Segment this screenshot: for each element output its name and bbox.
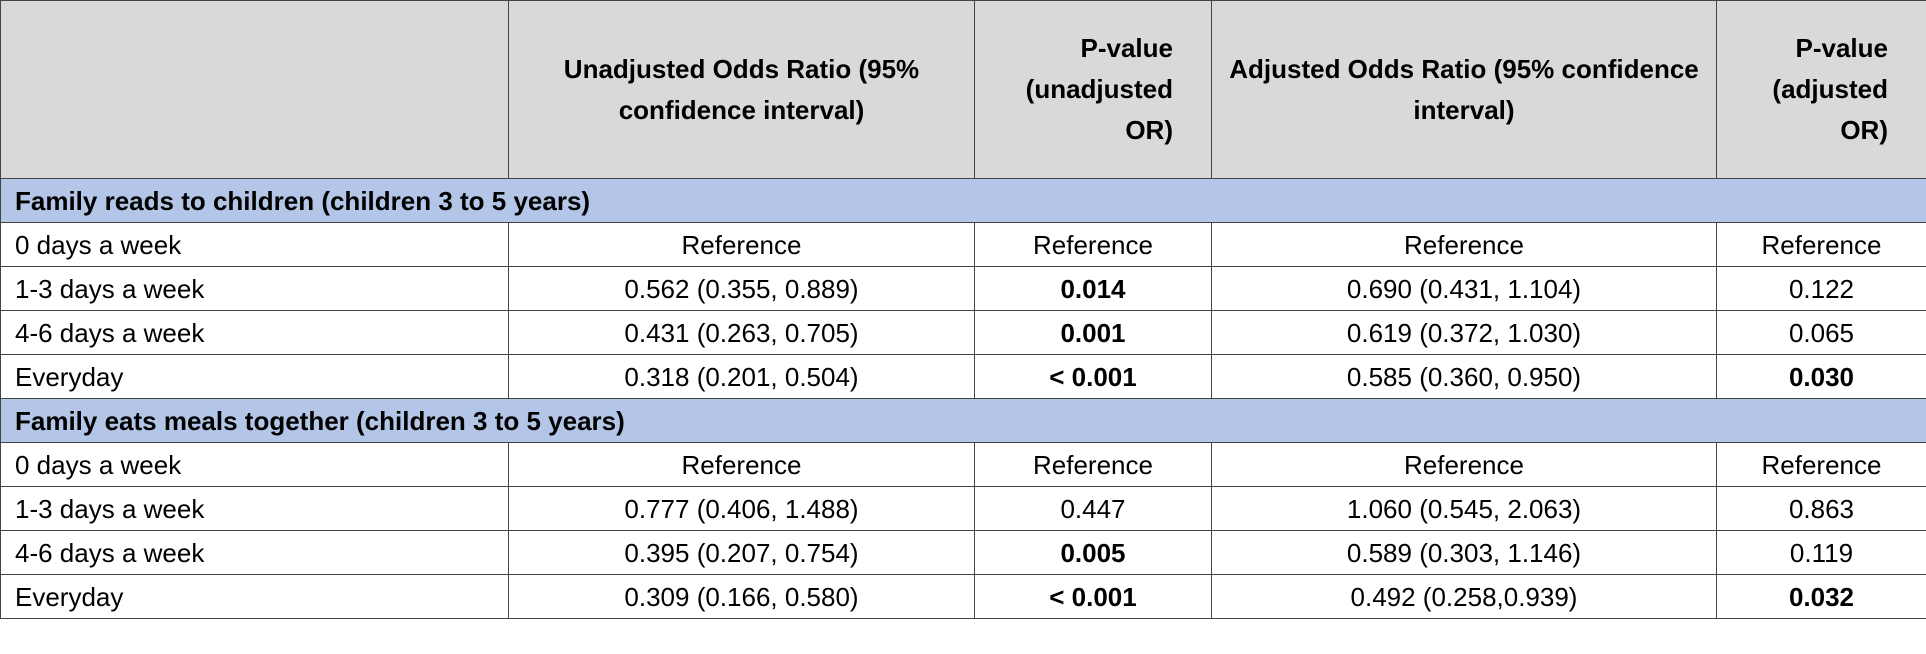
p-value-unadjusted-cell: Reference	[974, 222, 1212, 267]
adjusted-or-cell: Reference	[1211, 442, 1717, 487]
p-value-adjusted-cell: 0.065	[1716, 310, 1926, 355]
table-row: 1-3 days a week 0.777 (0.406, 1.488) 0.447…	[0, 486, 1926, 531]
section-title: Family eats meals together (children 3 t…	[0, 398, 1926, 443]
p-value-unadjusted-cell: Reference	[974, 442, 1212, 487]
section-title: Family reads to children (children 3 to …	[0, 178, 1926, 223]
header-cell-unadjusted-or: Unadjusted Odds Ratio (95% confidence in…	[508, 0, 975, 179]
table-row: Everyday 0.318 (0.201, 0.504) < 0.001 0.585…	[0, 354, 1926, 399]
row-label-cell: 0 days a week	[0, 222, 509, 267]
p-value-unadjusted-cell: 0.014	[974, 266, 1212, 311]
p-value-unadjusted-cell: 0.447	[974, 486, 1212, 531]
p-value-unadjusted-cell: 0.001	[974, 310, 1212, 355]
p-value-unadjusted-cell: < 0.001	[974, 354, 1212, 399]
row-label-cell: 4-6 days a week	[0, 310, 509, 355]
unadjusted-or-cell: 0.318 (0.201, 0.504)	[508, 354, 975, 399]
p-value-unadjusted-cell: 0.005	[974, 530, 1212, 575]
row-label-cell: Everyday	[0, 574, 509, 619]
row-label-cell: 1-3 days a week	[0, 266, 509, 311]
table-row: 4-6 days a week 0.431 (0.263, 0.705) 0.001…	[0, 310, 1926, 355]
unadjusted-or-cell: 0.395 (0.207, 0.754)	[508, 530, 975, 575]
header-cell-empty	[0, 0, 509, 179]
table-row: 1-3 days a week 0.562 (0.355, 0.889) 0.014…	[0, 266, 1926, 311]
adjusted-or-cell: 1.060 (0.545, 2.063)	[1211, 486, 1717, 531]
table-body: Family reads to children (children 3 to …	[0, 178, 1926, 619]
header-cell-p-value-adjusted: P-value (adjusted OR)	[1716, 0, 1926, 179]
unadjusted-or-cell: Reference	[508, 222, 975, 267]
p-value-adjusted-cell: Reference	[1716, 442, 1926, 487]
p-value-adjusted-cell: 0.032	[1716, 574, 1926, 619]
row-label-cell: 4-6 days a week	[0, 530, 509, 575]
p-value-unadjusted-cell: < 0.001	[974, 574, 1212, 619]
table-row: 0 days a week Reference Reference Reference…	[0, 442, 1926, 487]
adjusted-or-cell: 0.619 (0.372, 1.030)	[1211, 310, 1717, 355]
header-row: Unadjusted Odds Ratio (95% confidence in…	[0, 0, 1926, 179]
p-value-adjusted-cell: 0.863	[1716, 486, 1926, 531]
p-value-adjusted-cell: Reference	[1716, 222, 1926, 267]
adjusted-or-cell: 0.589 (0.303, 1.146)	[1211, 530, 1717, 575]
header-cell-adjusted-or: Adjusted Odds Ratio (95% confidence inte…	[1211, 0, 1717, 179]
unadjusted-or-cell: 0.777 (0.406, 1.488)	[508, 486, 975, 531]
unadjusted-or-cell: 0.309 (0.166, 0.580)	[508, 574, 975, 619]
section-header-row: Family reads to children (children 3 to …	[0, 178, 1926, 223]
row-label-cell: 0 days a week	[0, 442, 509, 487]
p-value-adjusted-cell: 0.122	[1716, 266, 1926, 311]
table-row: 4-6 days a week 0.395 (0.207, 0.754) 0.005…	[0, 530, 1926, 575]
unadjusted-or-cell: 0.562 (0.355, 0.889)	[508, 266, 975, 311]
unadjusted-or-cell: 0.431 (0.263, 0.705)	[508, 310, 975, 355]
adjusted-or-cell: 0.690 (0.431, 1.104)	[1211, 266, 1717, 311]
row-label-cell: 1-3 days a week	[0, 486, 509, 531]
adjusted-or-cell: 0.585 (0.360, 0.950)	[1211, 354, 1717, 399]
unadjusted-or-cell: Reference	[508, 442, 975, 487]
row-label-cell: Everyday	[0, 354, 509, 399]
odds-ratio-table: Unadjusted Odds Ratio (95% confidence in…	[0, 0, 1926, 619]
table-row: Everyday 0.309 (0.166, 0.580) < 0.001 0.492…	[0, 574, 1926, 619]
adjusted-or-cell: 0.492 (0.258,0.939)	[1211, 574, 1717, 619]
p-value-adjusted-cell: 0.030	[1716, 354, 1926, 399]
header-cell-p-value-unadjusted: P-value (unadjusted OR)	[974, 0, 1212, 179]
table-row: 0 days a week Reference Reference Reference…	[0, 222, 1926, 267]
section-header-row: Family eats meals together (children 3 t…	[0, 398, 1926, 443]
adjusted-or-cell: Reference	[1211, 222, 1717, 267]
p-value-adjusted-cell: 0.119	[1716, 530, 1926, 575]
